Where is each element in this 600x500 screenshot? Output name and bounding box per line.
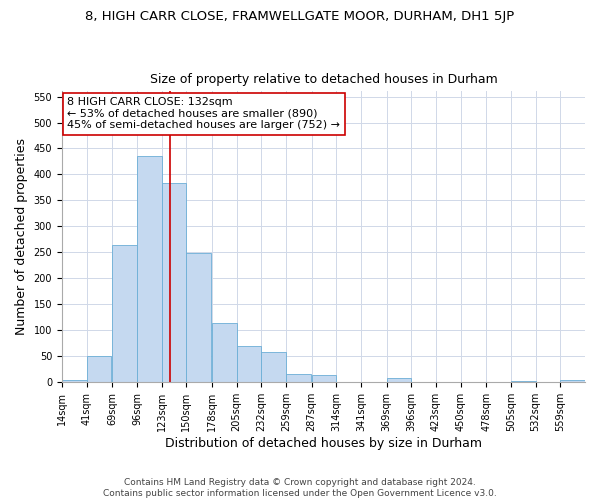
Bar xyxy=(560,380,585,382)
X-axis label: Distribution of detached houses by size in Durham: Distribution of detached houses by size … xyxy=(165,437,482,450)
Bar xyxy=(137,156,161,382)
Bar xyxy=(511,381,536,382)
Bar xyxy=(86,356,111,382)
Bar xyxy=(286,374,311,382)
Bar xyxy=(112,244,137,382)
Bar xyxy=(236,346,261,382)
Y-axis label: Number of detached properties: Number of detached properties xyxy=(15,138,28,336)
Bar xyxy=(311,375,336,382)
Bar xyxy=(386,378,411,382)
Text: 8, HIGH CARR CLOSE, FRAMWELLGATE MOOR, DURHAM, DH1 5JP: 8, HIGH CARR CLOSE, FRAMWELLGATE MOOR, D… xyxy=(85,10,515,23)
Bar xyxy=(261,352,286,382)
Bar xyxy=(161,184,186,382)
Bar xyxy=(62,380,86,382)
Title: Size of property relative to detached houses in Durham: Size of property relative to detached ho… xyxy=(149,73,497,86)
Bar xyxy=(212,322,236,382)
Bar xyxy=(186,254,211,382)
Text: 8 HIGH CARR CLOSE: 132sqm
← 53% of detached houses are smaller (890)
45% of semi: 8 HIGH CARR CLOSE: 132sqm ← 53% of detac… xyxy=(67,97,340,130)
Text: Contains HM Land Registry data © Crown copyright and database right 2024.
Contai: Contains HM Land Registry data © Crown c… xyxy=(103,478,497,498)
